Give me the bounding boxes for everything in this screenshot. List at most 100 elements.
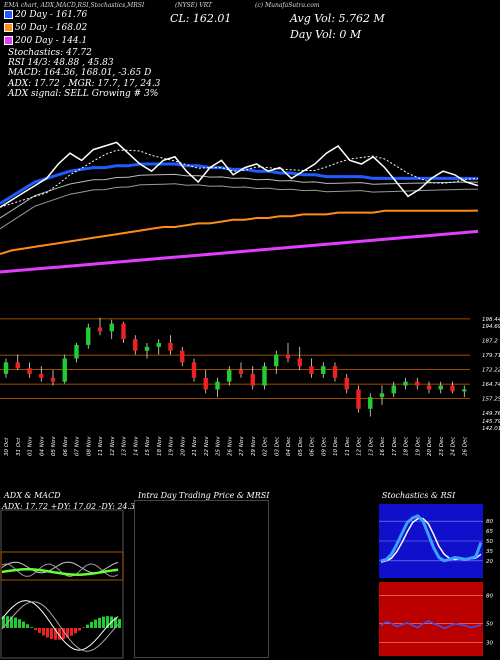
price-tick-label: 157.25 [482, 397, 500, 403]
date-tick-label: 18 Nov [157, 436, 163, 456]
adx-panel-frame [0, 509, 124, 659]
date-tick-label: 18 Dec [404, 437, 410, 456]
envelope-lower-line [0, 183, 479, 230]
candle-body [297, 358, 302, 367]
date-tick-label: 31 Oct [16, 437, 22, 456]
stochastics-readout: Stochastics: 47.72 [8, 48, 92, 58]
macd-histogram-bar [10, 616, 13, 628]
date-tick-label: 04 Nov [39, 436, 45, 456]
price-line [0, 141, 479, 208]
date-tick-label: 29 Nov [251, 436, 257, 456]
brand-text: (c) MunafaSutra.com [255, 2, 320, 9]
candle-body [379, 393, 385, 398]
rsi-line [380, 620, 482, 630]
ema20-label: 20 Day - 161.76 [15, 10, 88, 20]
ticker-code: (NYSE) VRT [175, 2, 213, 9]
candle-body [15, 362, 20, 369]
adx-values: ADX: 17.72 +DY: 17.02 -DY: 24.35 [2, 502, 141, 511]
adx-signal-readout: ADX signal: SELL Growing # 3% [8, 89, 159, 99]
price-tick-label: 149.76 [482, 411, 500, 417]
candle-body [27, 368, 32, 374]
rsi-tick-label: 30 [486, 641, 493, 647]
macd-histogram-bar [94, 619, 97, 628]
adx-readout: ADX: 17.72 , MGR: 17.7, 17, 24.3 [8, 79, 161, 89]
macd-histogram-bar [66, 628, 69, 638]
macd-histogram-bar [86, 624, 89, 628]
candle-body [321, 366, 326, 374]
date-tick-label: 01 Nov [28, 436, 34, 456]
stochastics-tick-label: 50 [486, 539, 493, 545]
candle-body [227, 370, 232, 382]
price-tick-label: 194.69 [482, 324, 500, 330]
candle-body [426, 385, 432, 390]
candle-body [356, 389, 361, 409]
date-tick-label: 13 Dec [368, 437, 374, 456]
adx-macd-title: ADX & MACD [4, 491, 61, 500]
minus-di-line [1, 563, 119, 578]
macd-readout: MACD: 164.36, 168.01, -3.65 D [8, 68, 152, 78]
candle-body [180, 350, 185, 363]
stoch-rsi-title: Stochastics & RSI [382, 491, 456, 500]
macd-histogram-bar [54, 628, 57, 640]
macd-histogram-bar [14, 617, 17, 628]
date-tick-label: 02 Dec [263, 437, 269, 456]
ema200-swatch [4, 36, 13, 45]
macd-line [1, 600, 119, 651]
adx-band [0, 551, 124, 581]
price-tick-label: 198.44 [482, 317, 500, 323]
legend-ema50: 50 Day - 168.02 [4, 23, 87, 34]
date-tick-label: 19 Dec [415, 437, 421, 456]
date-tick-label: 11 Nov [98, 436, 104, 456]
date-tick-label: 06 Dec [310, 437, 316, 456]
candle-body [332, 366, 338, 378]
ema200-label: 200 Day - 144.1 [15, 36, 88, 46]
price-tick-label: 164.74 [482, 382, 500, 388]
date-tick-label: 21 Nov [192, 436, 198, 456]
candle-body [144, 346, 150, 351]
date-tick-label: 12 Nov [110, 436, 116, 456]
stochastics-tick-label: 20 [486, 559, 493, 565]
macd-histogram-bar [58, 628, 61, 640]
price-tick-label: 172.22 [482, 368, 500, 374]
date-tick-label: 13 Nov [122, 436, 128, 456]
date-tick-label: 16 Dec [380, 437, 386, 456]
price-tick-label: 187.2 [482, 339, 498, 345]
date-tick-label: 23 Dec [439, 437, 445, 456]
candle-body [168, 342, 173, 351]
stochastics-tick-label: 65 [486, 529, 493, 535]
legend-ema20: 20 Day - 161.76 [4, 10, 87, 21]
stochastics-tick-label: 35 [486, 549, 493, 555]
date-tick-label: 26 Dec [462, 437, 468, 456]
candle-body [250, 373, 255, 386]
date-tick-label: 25 Nov [216, 436, 222, 456]
date-tick-label: 11 Dec [345, 437, 351, 456]
ema20-swatch [4, 10, 13, 19]
date-tick-label: 10 Dec [333, 437, 339, 456]
adx-macd-panel [0, 509, 124, 659]
ema200-line [0, 229, 479, 274]
macd-histogram-bar [26, 624, 29, 628]
adx-line [1, 568, 119, 576]
date-tick-label: 20 Nov [180, 436, 186, 456]
date-tick-label: 09 Dec [321, 437, 327, 456]
candle-body [215, 381, 220, 390]
day-volume: Day Vol: 0 M [290, 28, 362, 41]
date-tick-label: 03 Dec [274, 437, 280, 456]
chart-subtitle: EMA chart, ADX,MACD,RSI,Stochastics,MRSI [4, 2, 145, 9]
candle-body [97, 327, 103, 332]
date-tick-label: 26 Nov [227, 436, 233, 456]
date-tick-label: 05 Nov [51, 436, 57, 456]
macd-histogram-bar [30, 627, 33, 628]
candle-body [403, 381, 408, 386]
macd-histogram-bar [2, 616, 5, 628]
candle-body [450, 385, 455, 392]
date-tick-label: 05 Dec [298, 437, 304, 456]
candle-body [191, 362, 197, 378]
close-price: CL: 162.01 [170, 12, 232, 25]
macd-histogram-bar [22, 621, 25, 628]
date-tick-label: 17 Dec [392, 437, 398, 456]
candle-body [50, 377, 56, 382]
price-tick-label: 145.79 [482, 419, 500, 425]
candle-body [344, 377, 349, 390]
